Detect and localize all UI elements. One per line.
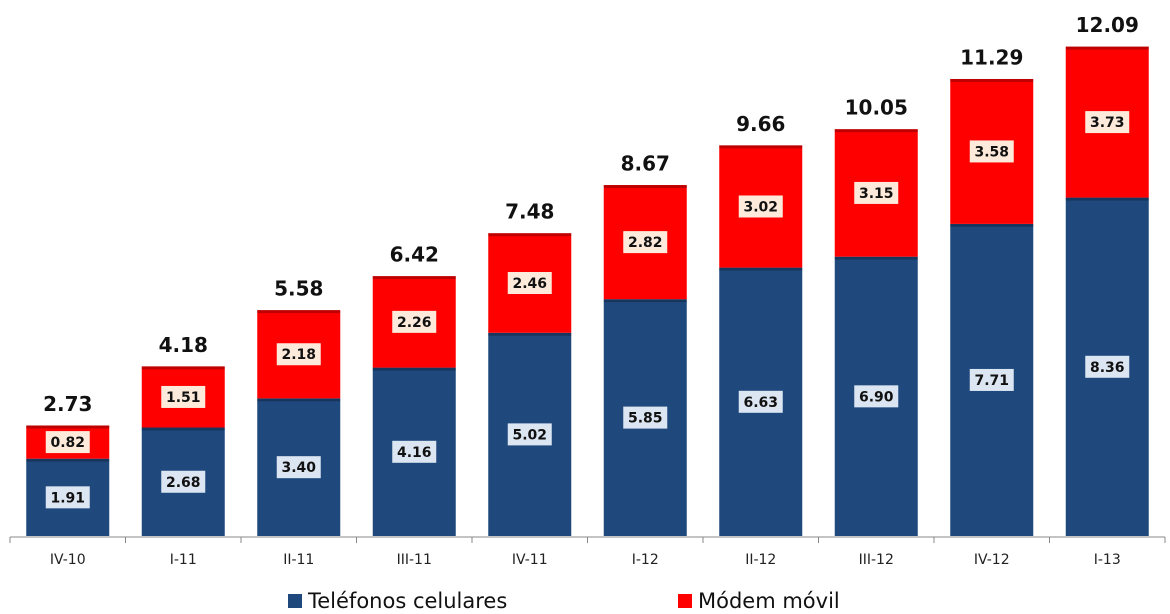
bar-top-edge xyxy=(1065,197,1149,201)
bar-top-edge xyxy=(141,366,225,370)
value-label-box xyxy=(854,385,899,408)
bar-top-edge xyxy=(26,458,110,462)
bar-top-edge xyxy=(257,398,341,402)
bar-top-edge xyxy=(603,185,687,189)
value-label-box xyxy=(623,406,668,429)
total-label: 6.42 xyxy=(390,243,439,267)
value-label-box xyxy=(45,431,90,454)
bar-top-edge xyxy=(834,129,918,133)
x-tick-label: IV-11 xyxy=(512,552,548,568)
value-label-box xyxy=(507,423,552,446)
value-label-box xyxy=(969,368,1014,391)
value-label: 6.90 xyxy=(859,389,894,405)
x-tick-label: I-13 xyxy=(1094,552,1121,568)
value-label: 6.63 xyxy=(743,395,778,411)
value-label-box xyxy=(276,456,321,479)
value-label: 2.46 xyxy=(512,276,547,292)
bar-top-edge xyxy=(26,425,110,429)
value-label-box xyxy=(507,272,552,294)
bar-top-edge xyxy=(603,299,687,303)
value-label: 5.02 xyxy=(512,427,547,443)
total-label: 2.73 xyxy=(43,392,92,416)
value-label: 2.68 xyxy=(166,475,201,491)
value-label: 7.71 xyxy=(974,373,1009,389)
value-label: 3.15 xyxy=(859,186,894,202)
value-label-box xyxy=(854,181,899,204)
value-label: 5.85 xyxy=(628,411,663,427)
total-label: 9.66 xyxy=(736,112,785,136)
legend-label: Teléfonos celulares xyxy=(307,589,507,613)
x-tick-label: II-11 xyxy=(283,552,314,568)
value-label-box xyxy=(1085,111,1130,134)
total-label: 10.05 xyxy=(845,96,908,120)
value-label-box xyxy=(738,390,783,413)
value-label: 1.51 xyxy=(166,390,201,406)
value-label-box xyxy=(161,470,206,493)
x-tick-label: I-12 xyxy=(632,552,659,568)
value-label: 2.82 xyxy=(628,235,663,251)
bar-top-edge xyxy=(834,256,918,260)
x-tick-label: I-11 xyxy=(170,552,197,568)
bar-top-edge xyxy=(719,267,803,271)
value-label: 2.26 xyxy=(397,315,432,331)
bar-top-edge xyxy=(257,310,341,314)
bar-top-edge xyxy=(372,367,456,371)
value-label: 8.36 xyxy=(1090,360,1125,376)
bar-top-edge xyxy=(719,145,803,149)
value-label: 2.18 xyxy=(281,347,316,363)
value-label-box xyxy=(623,231,668,254)
bar-top-edge xyxy=(1065,46,1149,50)
x-tick-label: III-12 xyxy=(859,552,894,568)
total-label: 5.58 xyxy=(274,277,323,301)
total-label: 12.09 xyxy=(1076,13,1139,37)
x-tick-label: IV-10 xyxy=(50,552,86,568)
value-label-box xyxy=(969,140,1014,163)
value-label-box xyxy=(276,343,321,366)
bar-top-edge xyxy=(141,427,225,431)
bar-top-edge xyxy=(950,78,1034,82)
total-label: 7.48 xyxy=(505,200,554,224)
value-label: 1.91 xyxy=(50,490,85,506)
bar-top-edge xyxy=(488,233,572,237)
legend-swatch xyxy=(288,594,302,608)
x-tick-label: II-12 xyxy=(745,552,776,568)
value-label: 0.82 xyxy=(50,435,85,451)
value-label-box xyxy=(45,486,90,509)
value-label-box xyxy=(738,195,783,218)
bar-top-edge xyxy=(488,332,572,336)
value-label-box xyxy=(392,440,437,463)
bar-top-edge xyxy=(950,223,1034,227)
value-label-box xyxy=(161,385,206,408)
x-tick-label: IV-12 xyxy=(974,552,1010,568)
value-label: 3.40 xyxy=(281,460,316,476)
legend-label: Módem móvil xyxy=(698,589,840,613)
value-label: 3.02 xyxy=(743,199,778,215)
total-label: 8.67 xyxy=(621,152,670,176)
total-label: 11.29 xyxy=(960,45,1023,69)
value-label-box xyxy=(1085,355,1130,378)
value-label: 4.16 xyxy=(397,445,432,461)
total-label: 4.18 xyxy=(159,333,208,357)
value-label-box xyxy=(392,310,437,333)
x-tick-label: III-11 xyxy=(397,552,432,568)
bar-top-edge xyxy=(372,276,456,280)
value-label: 3.58 xyxy=(974,144,1009,160)
value-label: 3.73 xyxy=(1090,115,1125,131)
legend-swatch xyxy=(678,594,692,608)
